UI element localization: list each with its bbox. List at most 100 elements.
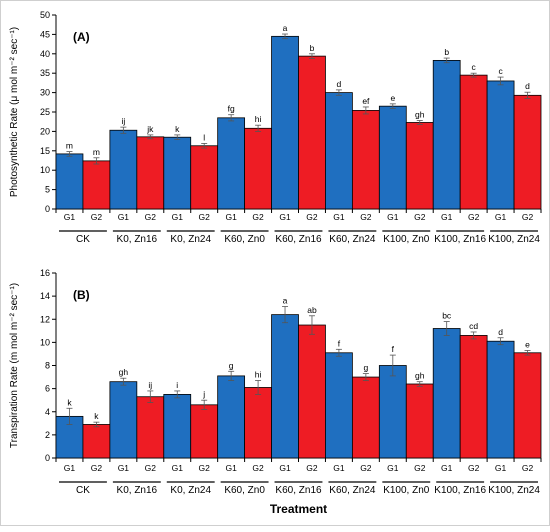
panel-b-bar	[298, 324, 326, 459]
panel-b-group-label: K60, Zn16	[275, 485, 322, 496]
panel-b-y-tick-label: 8	[45, 361, 50, 371]
panel-b-significance-letter: d	[498, 327, 503, 337]
panel-a-x-tick-label: G1	[64, 212, 76, 222]
panel-b-group-label: K100, Zn24	[488, 485, 540, 496]
panel-a-group-label: K100, Zn24	[488, 234, 540, 245]
panel-b-significance-letter: i	[176, 380, 178, 390]
panel-a-x-tick-label: G2	[306, 212, 318, 222]
panel-a-x-tick-label: G2	[414, 212, 426, 222]
panel-a-significance-letter: gh	[415, 110, 425, 120]
panel-b-group-label: K60, Zn0	[224, 485, 265, 496]
panel-a-y-tick-label: 20	[40, 126, 50, 136]
panel-a-x-tick-label: G2	[252, 212, 264, 222]
panel-a-significance-letter: d	[337, 79, 342, 89]
panel-b-bar	[378, 365, 407, 459]
panel-b-group-label: CK	[76, 485, 90, 496]
panel-b-x-tick-label: G2	[360, 463, 372, 473]
panel-a-x-tick-label: G1	[495, 212, 507, 222]
panel-a-y-tick-label: 35	[40, 68, 50, 78]
panel-b-bar	[405, 383, 434, 459]
panel-b-bar	[163, 394, 192, 459]
panel-a-bar	[163, 136, 192, 210]
panel-b-y-tick-label: 4	[45, 407, 50, 417]
panel-b-significance-letter: gh	[415, 371, 425, 381]
panel-a-significance-letter: hi	[255, 114, 262, 124]
panel-a-x-tick-label: G1	[441, 212, 453, 222]
panel-a-group-label: CK	[76, 234, 90, 245]
panel-b-x-tick-label: G1	[441, 463, 453, 473]
panel-b-bar	[82, 424, 111, 459]
panel-a-x-tick-label: G2	[91, 212, 103, 222]
panel-b-x-tick-label: G1	[172, 463, 184, 473]
panel-a-x-tick-label: G1	[118, 212, 130, 222]
panel-b-x-tick-label: G2	[145, 463, 157, 473]
panel-a-bar	[109, 129, 138, 210]
panel-a-x-tick-label: G2	[145, 212, 157, 222]
panel-a-y-axis-label: Photosynthetic Rate (μ mol m⁻² sec⁻¹)	[9, 27, 20, 197]
panel-b-x-tick-label: G1	[333, 463, 345, 473]
panel-b-significance-letter: ab	[307, 305, 317, 315]
panel-a-bar	[513, 94, 542, 210]
panel-a-group-label: K60, Zn0	[224, 234, 265, 245]
panel-a-bar	[459, 74, 488, 210]
panel-b-x-tick-label: G1	[279, 463, 291, 473]
panel-b-x-tick-label: G1	[225, 463, 237, 473]
panel-b-group-label: K0, Zn16	[117, 485, 158, 496]
panel-a-x-tick-label: G1	[279, 212, 291, 222]
panel-b-significance-letter: f	[338, 338, 341, 348]
panel-a-significance-letter: a	[283, 23, 288, 33]
panel-b-group-label: K100, Zn0	[383, 485, 430, 496]
panel-b-bar	[217, 375, 246, 459]
panel-b-group-label: K100, Zn16	[434, 485, 486, 496]
panel-a-significance-letter: b	[444, 47, 449, 57]
panel-b-significance-letter: bc	[442, 311, 452, 321]
panel-a-group-label: K0, Zn16	[117, 234, 158, 245]
panel-b-significance-letter: k	[67, 397, 72, 407]
panel-b-bar	[459, 335, 488, 459]
panel-a-significance-letter: l	[203, 132, 205, 142]
panel-a-significance-letter: c	[498, 66, 503, 76]
panel-a-significance-letter: m	[93, 147, 100, 157]
panel-b-x-tick-label: G2	[414, 463, 426, 473]
panel-a-x-tick-label: G1	[333, 212, 345, 222]
panel-a-bar	[217, 117, 246, 210]
panel-a-group-label: K0, Zn24	[170, 234, 211, 245]
panel-b-significance-letter: gh	[119, 367, 129, 377]
panel-b-bar	[432, 328, 461, 459]
panel-b-x-tick-label: G2	[91, 463, 103, 473]
panel-b-y-tick-label: 2	[45, 430, 50, 440]
panel-b-y-tick-label: 14	[40, 291, 50, 301]
panel-a-x-tick-label: G2	[468, 212, 480, 222]
panel-b-group-label: K0, Zn24	[170, 485, 211, 496]
panel-a-x-tick-label: G2	[199, 212, 211, 222]
panel-b-x-tick-label: G1	[64, 463, 76, 473]
panel-a-bar	[325, 92, 353, 210]
panel-b-x-tick-label: G2	[522, 463, 534, 473]
panel-b-label: (B)	[73, 288, 90, 302]
panel-b-bar	[486, 340, 515, 459]
panel-b-significance-letter: k	[94, 411, 99, 421]
panel-b-y-tick-label: 12	[40, 314, 50, 324]
panel-a-y-tick-label: 40	[40, 49, 50, 59]
panel-b-x-tick-label: G2	[306, 463, 318, 473]
panel-a-x-tick-label: G2	[360, 212, 372, 222]
panel-a-bar	[136, 136, 165, 210]
panel-a-significance-letter: c	[472, 62, 477, 72]
panel-b-bar	[109, 381, 138, 459]
panel-b-bar	[271, 314, 299, 459]
panel-a-y-tick-label: 10	[40, 165, 50, 175]
panel-a-bar	[432, 59, 461, 210]
panel-b-significance-letter: g	[363, 363, 368, 373]
panel-b-bar	[190, 404, 219, 459]
panel-a-y-tick-label: 5	[45, 185, 50, 195]
panel-b-bar	[325, 352, 353, 459]
panel-b-x-tick-label: G1	[387, 463, 399, 473]
panel-b-significance-letter: cd	[469, 321, 478, 331]
panel-b-significance-letter: f	[392, 344, 395, 354]
panel-a-y-tick-label: 25	[40, 107, 50, 117]
panel-a-significance-letter: ef	[362, 96, 370, 106]
panel-b-significance-letter: hi	[255, 370, 262, 380]
panel-a-significance-letter: d	[525, 81, 530, 91]
